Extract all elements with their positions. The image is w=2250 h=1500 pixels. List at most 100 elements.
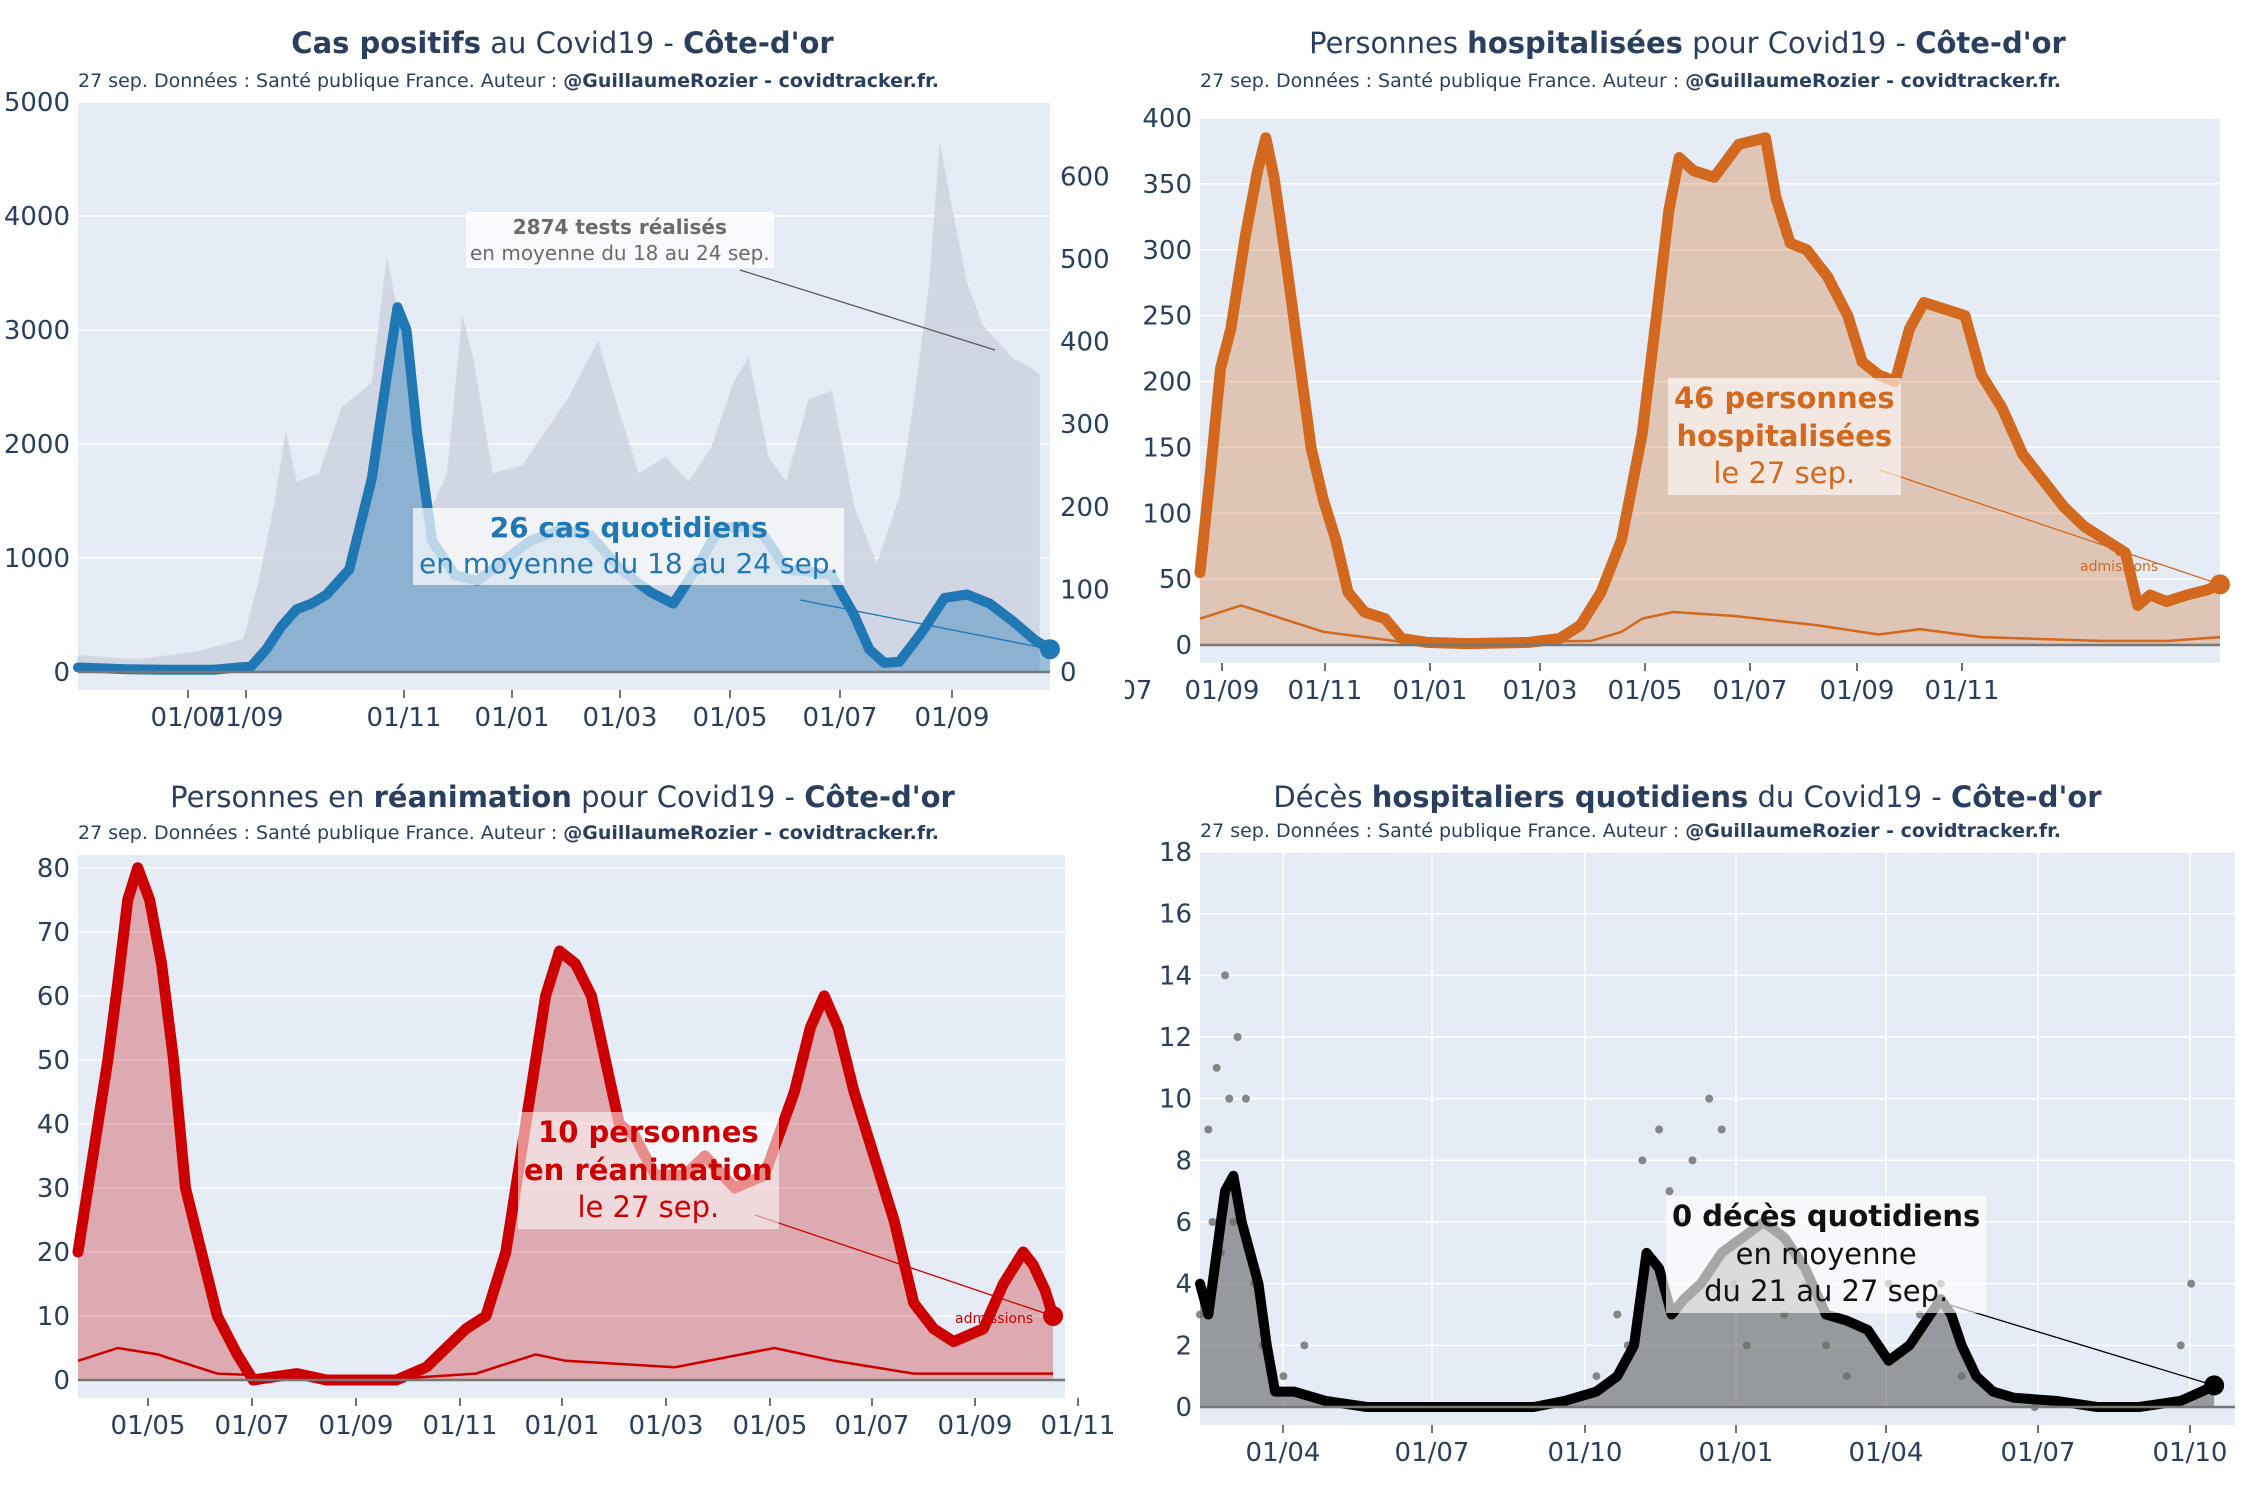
y-tick-label: 350 bbox=[1142, 170, 1192, 200]
x-tick-label: 01/05 bbox=[733, 1411, 808, 1441]
chart-subtitle: 27 sep. Données : Santé publique France.… bbox=[78, 70, 940, 92]
y-tick-label: 10 bbox=[1159, 1085, 1192, 1115]
x-tick-label: 01/09 bbox=[1820, 676, 1895, 706]
x-tick-label: 01/10 bbox=[1548, 1438, 1623, 1468]
y-tick-label: 1000 bbox=[4, 544, 70, 574]
chart-title: Cas positifs au Covid19 - Côte-d'or bbox=[291, 26, 834, 60]
x-tick-label: 01/07 bbox=[1125, 676, 1152, 706]
y-tick-label: 16 bbox=[1159, 900, 1192, 930]
x-tick-label: 01/09 bbox=[915, 703, 990, 733]
x-tick-label: 01/05 bbox=[111, 1411, 186, 1441]
annotation-arrow bbox=[1949, 1304, 2215, 1387]
y-tick-label: 0 bbox=[1175, 1393, 1192, 1423]
daily-death-point bbox=[1300, 1341, 1309, 1350]
x-tick-label: 01/01 bbox=[1393, 676, 1468, 706]
daily-death-point bbox=[1688, 1156, 1697, 1165]
panel-icu: Personnes en réanimation pour Covid19 - … bbox=[0, 750, 1125, 1500]
y-tick-label: 8 bbox=[1175, 1146, 1192, 1176]
y-tick-label: 250 bbox=[1142, 302, 1192, 332]
x-tick-label: 01/01 bbox=[525, 1411, 600, 1441]
y2-tick-label: 400 bbox=[1060, 328, 1110, 358]
daily-death-point bbox=[1221, 971, 1230, 980]
y-tick-label: 20 bbox=[37, 1238, 70, 1268]
daily-death-point bbox=[1229, 1218, 1238, 1226]
x-tick-label: 01/09 bbox=[209, 703, 284, 733]
chart-title: Personnes hospitalisées pour Covid19 - C… bbox=[1309, 26, 2066, 60]
daily-death-point bbox=[1204, 1125, 1213, 1134]
series-line bbox=[72, 862, 1059, 1386]
y2-tick-label: 200 bbox=[1060, 493, 1110, 523]
y-tick-label: 50 bbox=[1159, 565, 1192, 595]
y-tick-label: 12 bbox=[1159, 1023, 1192, 1053]
deaths-annotation: 0 décès quotidiens en moyenne du 21 au 2… bbox=[1666, 1196, 1987, 1314]
tests-annotation: 2874 tests réalisés en moyenne du 18 au … bbox=[466, 212, 774, 268]
x-tick-label: 01/05 bbox=[1608, 676, 1683, 706]
daily-death-point bbox=[1717, 1125, 1726, 1134]
series-line bbox=[1194, 132, 2226, 650]
y-tick-label: 300 bbox=[1142, 236, 1192, 266]
y-tick-label: 4 bbox=[1175, 1270, 1192, 1300]
y-tick-label: 150 bbox=[1142, 433, 1192, 463]
daily-death-point bbox=[1613, 1310, 1622, 1319]
y2-tick-label: 100 bbox=[1060, 575, 1110, 605]
tests-annotation-arrow bbox=[739, 269, 996, 351]
y-tick-label: 0 bbox=[1175, 631, 1192, 661]
icu-admissions-annotation: admissions bbox=[955, 1311, 1034, 1327]
chart-subtitle: 27 sep. Données : Santé publique France.… bbox=[1200, 70, 2062, 92]
daily-death-point bbox=[1196, 1310, 1204, 1319]
y2-tick-label: 0 bbox=[1060, 658, 1077, 688]
x-tick-label: 01/07 bbox=[151, 703, 226, 733]
x-tick-label: 01/09 bbox=[319, 1411, 394, 1441]
daily-death-point bbox=[1842, 1372, 1851, 1381]
daily-death-point bbox=[1233, 1033, 1242, 1041]
y-tick-label: 70 bbox=[37, 918, 70, 948]
x-tick-label: 01/04 bbox=[1246, 1438, 1321, 1468]
daily-death-point bbox=[1592, 1372, 1601, 1381]
x-tick-label: 01/10 bbox=[2153, 1438, 2228, 1468]
chart-subtitle: 27 sep. Données : Santé publique France.… bbox=[78, 822, 940, 844]
x-tick-label: 01/11 bbox=[367, 703, 442, 733]
x-tick-label: 01/09 bbox=[938, 1411, 1013, 1441]
daily-death-point bbox=[1208, 1218, 1217, 1226]
x-tick-label: 01/07 bbox=[1395, 1438, 1470, 1468]
panel-hospital: Personnes hospitalisées pour Covid19 - C… bbox=[1125, 0, 2250, 750]
end-point-marker bbox=[2204, 1375, 2225, 1396]
y-tick-label: 60 bbox=[37, 982, 70, 1012]
chart-subtitle: 27 sep. Données : Santé publique France.… bbox=[1200, 820, 2062, 842]
panel-deaths: Décès hospitaliers quotidiens du Covid19… bbox=[1125, 750, 2250, 1500]
x-tick-label: 01/07 bbox=[835, 1411, 910, 1441]
daily-death-point bbox=[1655, 1125, 1664, 1134]
admissions-line bbox=[1199, 604, 2221, 644]
x-tick-label: 01/01 bbox=[475, 703, 550, 733]
y-tick-label: 0 bbox=[53, 658, 70, 688]
y2-tick-label: 600 bbox=[1060, 162, 1110, 192]
x-tick-label: 01/07 bbox=[2001, 1438, 2076, 1468]
y-tick-label: 4000 bbox=[4, 202, 70, 232]
x-tick-label: 01/04 bbox=[1849, 1438, 1924, 1468]
daily-death-point bbox=[1957, 1372, 1966, 1381]
x-tick-label: 01/07 bbox=[803, 703, 878, 733]
y2-tick-label: 500 bbox=[1060, 245, 1110, 275]
y-tick-label: 14 bbox=[1159, 961, 1192, 991]
y-tick-label: 2000 bbox=[4, 430, 70, 460]
y-tick-label: 10 bbox=[37, 1302, 70, 1332]
chart-title: Personnes en réanimation pour Covid19 - … bbox=[170, 780, 955, 814]
x-tick-label: 01/07 bbox=[215, 1411, 290, 1441]
y-tick-label: 40 bbox=[37, 1110, 70, 1140]
daily-death-point bbox=[1822, 1341, 1831, 1350]
x-tick-label: 01/03 bbox=[583, 703, 658, 733]
admissions-line bbox=[77, 1346, 1054, 1382]
panel-cases: Cas positifs au Covid19 - Côte-d'or 27 s… bbox=[0, 0, 1125, 750]
annotation-arrow bbox=[754, 1214, 1054, 1317]
daily-death-point bbox=[1212, 1063, 1221, 1072]
admissions-annotation: 6 admissions bbox=[2080, 544, 2159, 576]
y-tick-label: 400 bbox=[1142, 104, 1192, 134]
daily-death-point bbox=[1665, 1187, 1674, 1196]
daily-death-point bbox=[2187, 1279, 2196, 1288]
x-tick-label: 01/11 bbox=[1925, 676, 2000, 706]
y-tick-label: 5000 bbox=[4, 88, 70, 118]
chart-svg: 0 50 100 150 200 250 300 350 400 01/05 01/07 01/09 0… bbox=[1125, 104, 2230, 706]
x-tick-label: 01/11 bbox=[1041, 1411, 1116, 1441]
x-tick-label: 01/11 bbox=[423, 1411, 498, 1441]
hospital-annotation: 46 personnes hospitalisées le 27 sep. bbox=[1668, 378, 1901, 496]
